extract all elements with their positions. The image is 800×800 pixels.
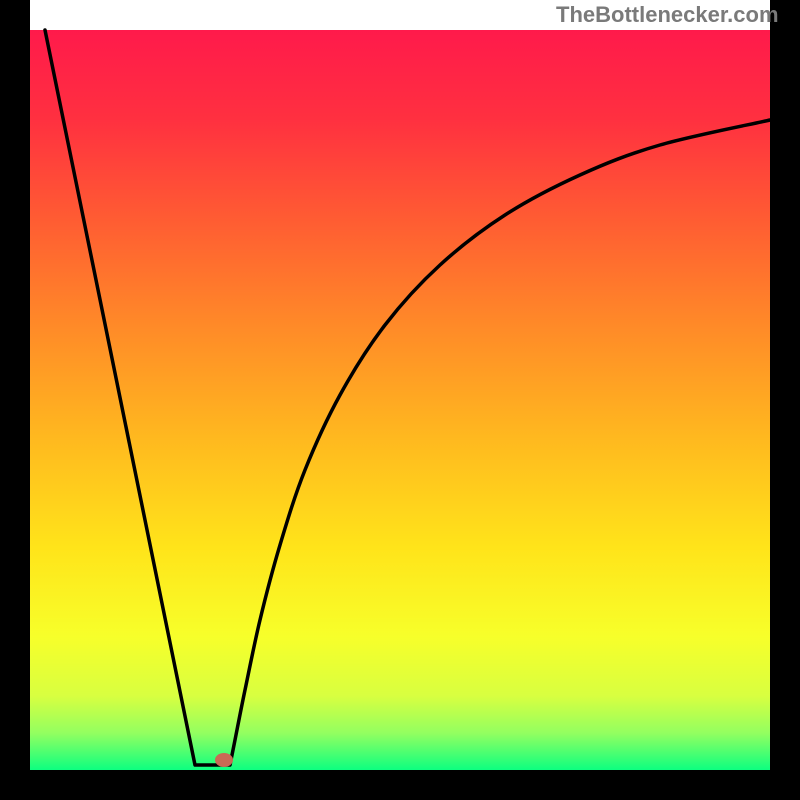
frame-border-bottom bbox=[0, 770, 800, 800]
bottleneck-curve bbox=[0, 0, 800, 800]
optimum-marker bbox=[215, 753, 233, 767]
frame-border-right bbox=[770, 0, 800, 800]
curve-path bbox=[45, 30, 770, 765]
watermark-text: TheBottlenecker.com bbox=[556, 2, 779, 28]
frame-border-left bbox=[0, 0, 30, 800]
chart-container: TheBottlenecker.com bbox=[0, 0, 800, 800]
